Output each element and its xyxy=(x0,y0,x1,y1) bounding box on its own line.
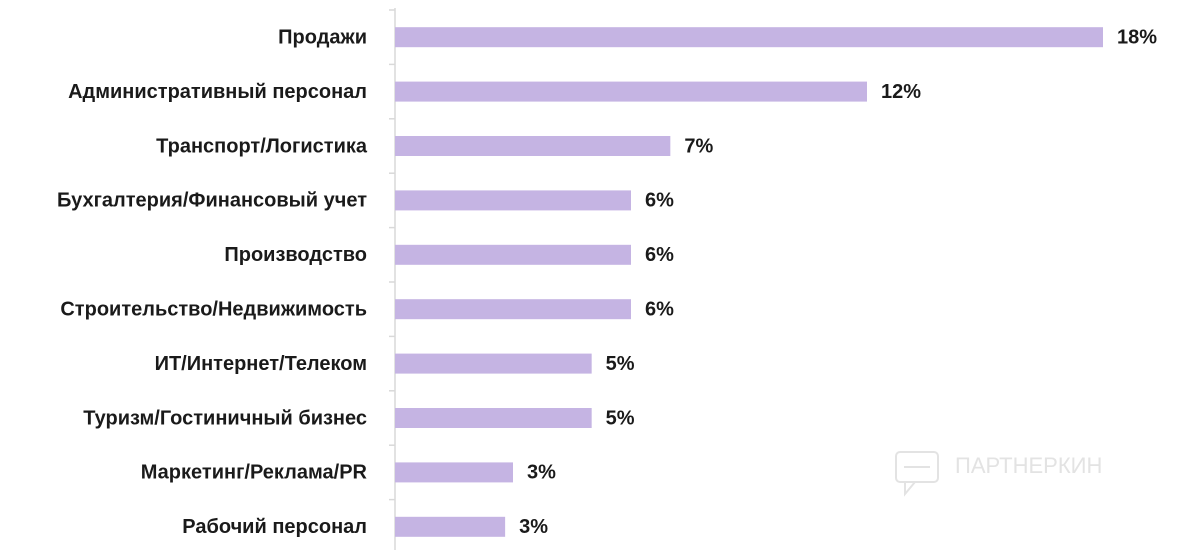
value-label: 3% xyxy=(527,462,556,484)
value-label: 12% xyxy=(881,81,921,103)
bar xyxy=(395,353,592,374)
category-label: Рабочий персонал xyxy=(182,516,367,538)
bar xyxy=(395,244,631,265)
watermark: ПАРТНЕРКИН xyxy=(955,453,1102,478)
category-label: Маркетинг/Реклама/PR xyxy=(141,462,368,484)
bar xyxy=(395,190,631,211)
value-label: 5% xyxy=(606,353,635,375)
value-label: 6% xyxy=(645,190,674,212)
category-label: Бухгалтерия/Финансовый учет xyxy=(57,190,367,212)
bar xyxy=(395,136,671,156)
value-label: 6% xyxy=(645,244,674,266)
category-label: Административный персонал xyxy=(68,81,367,103)
watermark-icon xyxy=(895,451,939,497)
value-label: 3% xyxy=(519,516,548,538)
value-label: 5% xyxy=(606,407,635,429)
bar xyxy=(395,408,592,428)
category-label: ИТ/Интернет/Телеком xyxy=(155,353,367,375)
category-label: Строительство/Недвижимость xyxy=(60,298,367,320)
value-label: 7% xyxy=(684,135,713,157)
value-label: 18% xyxy=(1117,26,1157,48)
bar xyxy=(395,81,867,102)
bar xyxy=(395,462,513,483)
category-label: Транспорт/Логистика xyxy=(156,135,368,157)
bar xyxy=(395,516,506,537)
bar xyxy=(395,27,1103,48)
bar xyxy=(395,299,631,320)
value-label: 6% xyxy=(645,298,674,320)
category-label: Туризм/Гостиничный бизнес xyxy=(83,407,367,429)
category-label: Продажи xyxy=(278,26,367,48)
category-label: Производство xyxy=(224,244,367,266)
